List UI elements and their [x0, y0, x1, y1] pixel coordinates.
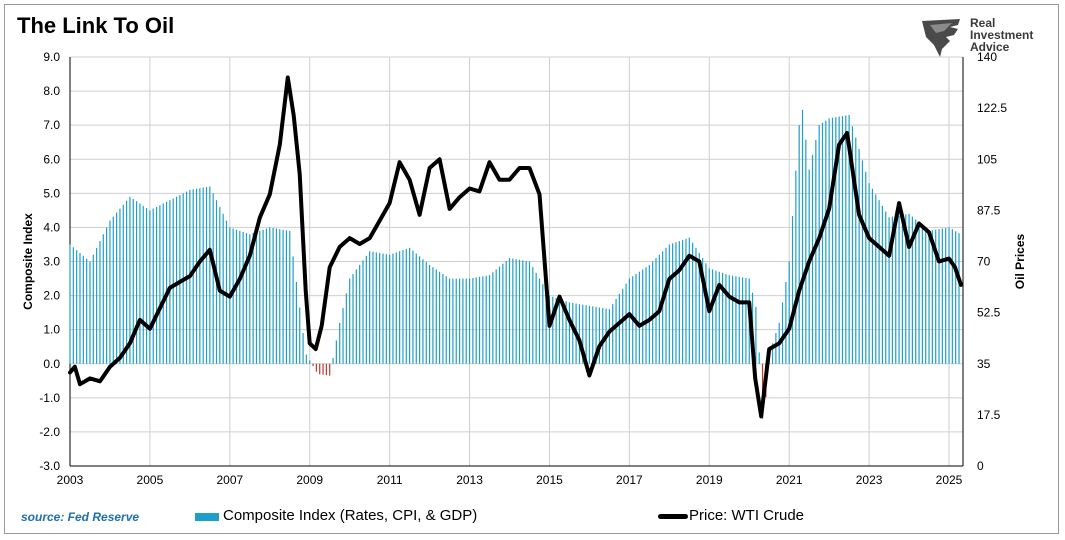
- x-tick-label: 2023: [856, 473, 883, 487]
- y-right-tick-label: 35: [977, 357, 991, 371]
- eagle-icon: [922, 19, 960, 57]
- x-tick-label: 2021: [776, 473, 803, 487]
- y-left-tick-label: 3.0: [43, 255, 60, 269]
- brand-name: Real Investment Advice: [970, 17, 1033, 53]
- y-left-tick-label: 1.0: [43, 323, 60, 337]
- x-tick-label: 2025: [936, 473, 963, 487]
- y-left-tick-label: -3.0: [39, 459, 60, 473]
- y-left-tick-label: 2.0: [43, 289, 60, 303]
- y-left-axis-title: Composite Index: [21, 213, 35, 310]
- legend-swatch-composite: [195, 513, 219, 521]
- x-tick-label: 2017: [616, 473, 643, 487]
- x-tick-label: 2009: [296, 473, 323, 487]
- y-right-tick-label: 105: [977, 152, 997, 166]
- x-tick-label: 2015: [536, 473, 563, 487]
- brand-line-1: Real: [970, 16, 996, 30]
- y-right-tick-label: 140: [977, 50, 997, 64]
- y-left-tick-label: -1.0: [39, 391, 60, 405]
- y-right-axis-title: Oil Prices: [1013, 233, 1027, 289]
- chart-title: The Link To Oil: [17, 13, 175, 38]
- y-left-tick-label: 0.0: [43, 357, 60, 371]
- y-right-tick-label: 87.5: [977, 203, 1001, 217]
- x-tick-label: 2013: [456, 473, 483, 487]
- brand-line-3: Advice: [970, 40, 1010, 54]
- y-left-tick-label: -2.0: [39, 425, 60, 439]
- y-left-tick-label: 7.0: [43, 118, 60, 132]
- wti-price-line: [68, 75, 963, 419]
- y-right-tick-label: 122.5: [977, 101, 1007, 115]
- y-right-tick-label: 0: [977, 459, 984, 473]
- y-left-tick-label: 5.0: [43, 186, 60, 200]
- y-right-tick-label: 17.5: [977, 408, 1001, 422]
- legend-swatch-wti: [658, 514, 688, 519]
- x-tick-label: 2005: [137, 473, 164, 487]
- y-left-tick-label: 8.0: [43, 84, 60, 98]
- y-left-tick-label: 9.0: [43, 50, 60, 64]
- x-tick-label: 2003: [57, 473, 84, 487]
- y-right-tick-label: 70: [977, 255, 991, 269]
- x-tick-label: 2007: [216, 473, 243, 487]
- y-left-tick-label: 4.0: [43, 220, 60, 234]
- legend-label-composite: Composite Index (Rates, CPI, & GDP): [223, 507, 478, 524]
- source-note: source: Fed Reserve: [21, 510, 140, 524]
- legend-label-wti: Price: WTI Crude: [689, 507, 805, 524]
- y-left-tick-label: 6.0: [43, 152, 60, 166]
- y-right-tick-label: 52.5: [977, 306, 1001, 320]
- brand-line-2: Investment: [970, 28, 1034, 42]
- x-tick-label: 2011: [377, 473, 403, 487]
- x-tick-label: 2019: [696, 473, 723, 487]
